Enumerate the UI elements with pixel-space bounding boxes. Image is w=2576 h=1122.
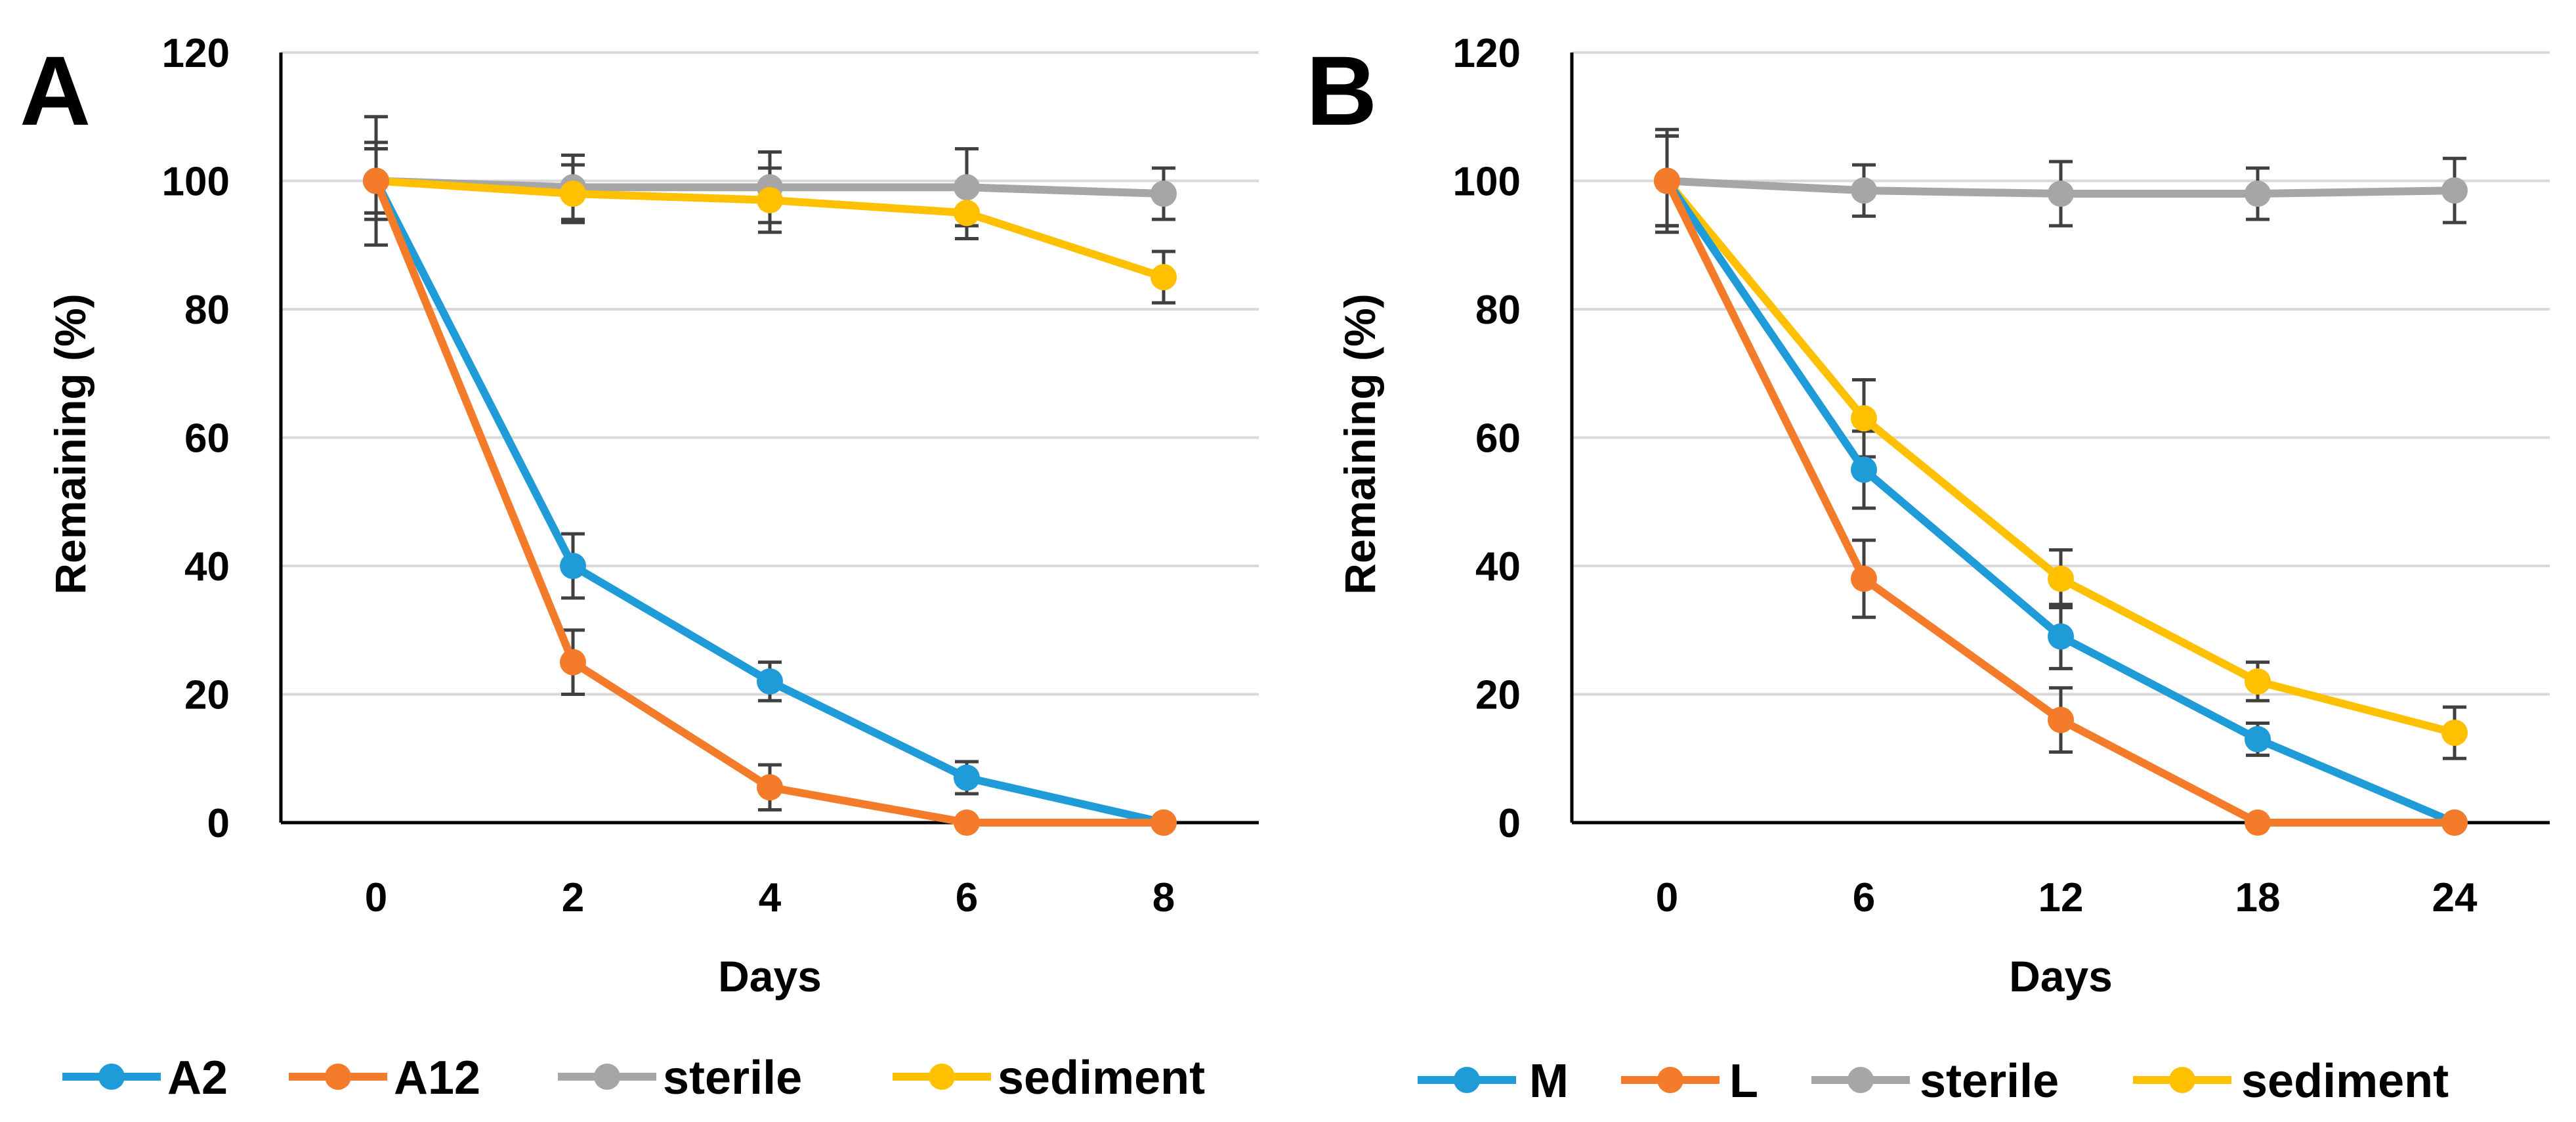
y-tick-label: 60 [1475, 416, 1521, 462]
data-point-sterile [954, 174, 980, 201]
legend-swatch-marker [325, 1064, 351, 1090]
data-point-l [1851, 565, 1877, 592]
x-axis-title: Days [2009, 952, 2113, 1001]
legend-swatch-marker [1848, 1067, 1874, 1093]
data-point-m [2245, 725, 2271, 752]
y-tick-label: 120 [1453, 31, 1521, 76]
y-tick-label: 20 [1475, 673, 1521, 718]
data-point-a2 [954, 764, 980, 791]
legend-label: A12 [394, 1052, 480, 1104]
data-point-l [1654, 167, 1680, 194]
data-point-l [2245, 809, 2271, 836]
x-tick-label: 12 [2038, 875, 2084, 920]
data-point-a2 [560, 553, 586, 579]
data-point-sterile [1151, 181, 1177, 207]
data-point-sediment [1851, 405, 1877, 432]
y-tick-label: 20 [184, 673, 230, 718]
data-point-sterile [2245, 181, 2271, 207]
y-axis-title: Remaining (%) [1336, 293, 1384, 594]
legend-swatch-marker [929, 1064, 955, 1090]
x-tick-label: 18 [2235, 875, 2281, 920]
chart-panel-a: 0 20 40 60 80 100 120 0 2 4 6 8 Days Remaining (%) A A2… [20, 31, 1259, 1104]
data-point-sediment [757, 186, 783, 213]
data-point-sterile [1851, 177, 1877, 204]
legend-swatch-marker [98, 1064, 125, 1090]
panel-label: B [1306, 35, 1377, 146]
legend-label: A2 [167, 1052, 228, 1104]
y-axis-title: Remaining (%) [46, 293, 95, 594]
legend-label: L [1729, 1055, 1758, 1108]
x-tick-label: 4 [759, 875, 782, 920]
data-point-a12 [954, 809, 980, 836]
y-tick-label: 0 [1498, 801, 1521, 846]
data-point-sediment [954, 200, 980, 227]
data-point-m [2048, 623, 2074, 650]
data-point-a12 [757, 774, 783, 801]
chart-panel-b: 0 20 40 60 80 100 120 0 6 12 18 24 Days Remaining (%)… [1306, 31, 2550, 1108]
x-tick-label: 0 [365, 875, 387, 920]
data-point-l [2441, 809, 2468, 836]
legend-swatch-marker [1454, 1067, 1480, 1093]
data-point-sediment [2441, 720, 2468, 746]
y-tick-label: 100 [1453, 160, 1521, 205]
x-tick-label: 24 [2432, 875, 2478, 920]
panel-label: A [20, 35, 91, 146]
data-point-a12 [363, 167, 389, 194]
data-point-sediment [2245, 668, 2271, 695]
data-point-a12 [1151, 809, 1177, 836]
data-point-a12 [560, 649, 586, 676]
data-point-sediment [1151, 264, 1177, 291]
y-tick-label: 120 [162, 31, 230, 76]
x-tick-label: 2 [562, 875, 584, 920]
data-point-a2 [757, 668, 783, 695]
legend-label: M [1529, 1055, 1569, 1108]
data-point-sediment [560, 181, 586, 207]
data-point-m [1851, 456, 1877, 483]
data-point-sterile [2441, 177, 2468, 204]
data-point-sterile [2048, 181, 2074, 207]
legend-label: sediment [998, 1052, 1205, 1104]
legend-label: sterile [1920, 1055, 2059, 1108]
x-tick-label: 6 [1853, 875, 1875, 920]
y-tick-label: 80 [1475, 288, 1521, 333]
y-tick-label: 60 [184, 416, 230, 462]
data-point-sediment [2048, 565, 2074, 592]
legend-swatch-marker [1657, 1067, 1683, 1093]
x-axis-title: Days [718, 952, 822, 1001]
legend-swatch-marker [2169, 1067, 2195, 1093]
x-tick-label: 8 [1152, 875, 1175, 920]
legend-swatch-marker [594, 1064, 620, 1090]
y-tick-label: 80 [184, 288, 230, 333]
data-point-l [2048, 706, 2074, 733]
legend-label: sterile [663, 1052, 802, 1104]
y-tick-label: 40 [184, 544, 230, 590]
y-tick-label: 40 [1475, 544, 1521, 590]
y-tick-label: 0 [207, 801, 230, 846]
legend-label: sediment [2241, 1055, 2449, 1108]
y-tick-label: 100 [162, 160, 230, 205]
x-tick-label: 6 [956, 875, 978, 920]
x-tick-label: 0 [1656, 875, 1678, 920]
